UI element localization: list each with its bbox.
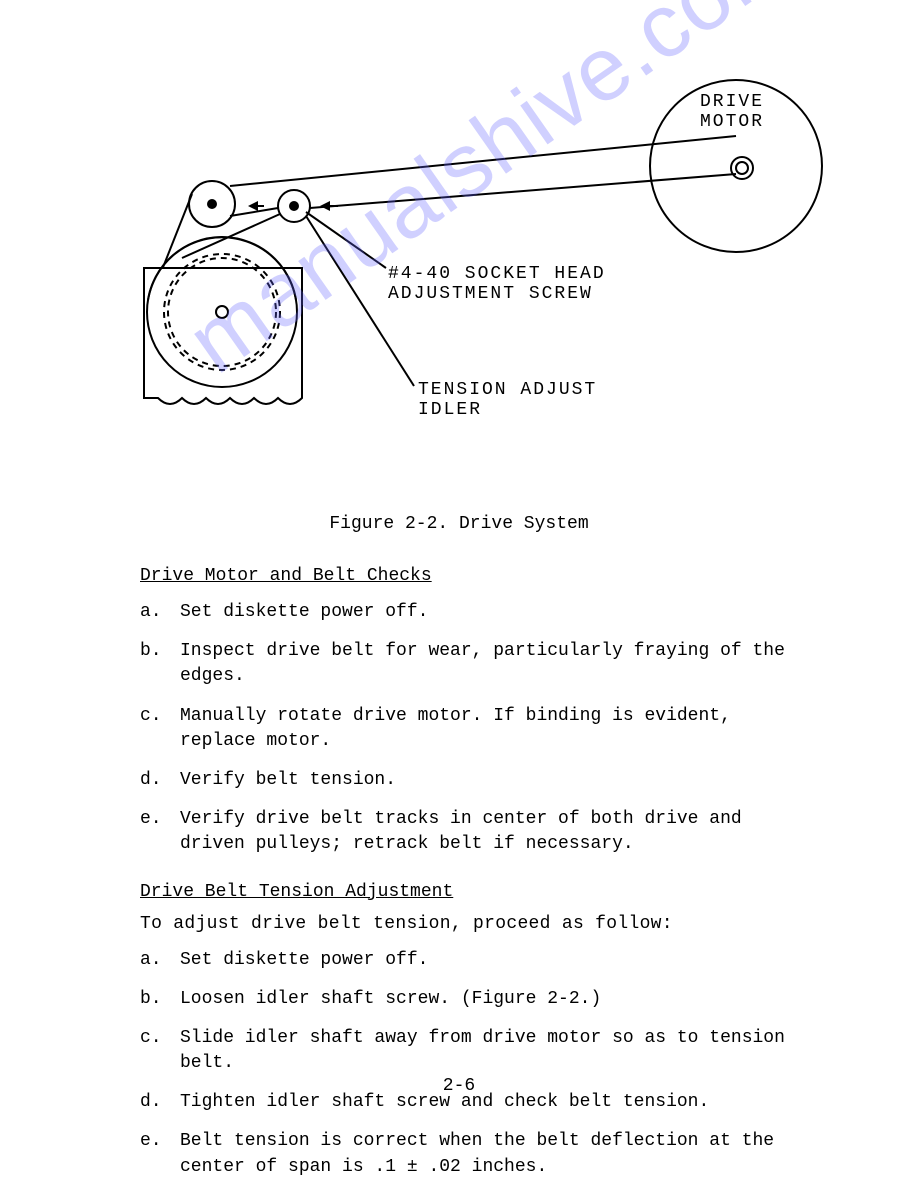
tension-idler-label: TENSION ADJUST IDLER: [418, 380, 597, 420]
figure-caption: Figure 2-2. Drive System: [0, 514, 918, 534]
list-text: Set diskette power off.: [180, 602, 428, 622]
motor-belt-checks-list: a. Set diskette power off. b. Inspect driv…: [140, 600, 790, 858]
belt-tension-adjustment-list: a. Set diskette power off. b. Loosen idler…: [140, 948, 790, 1180]
socket-head-label: #4-40 SOCKET HEAD ADJUSTMENT SCREW: [388, 264, 606, 304]
marker: e.: [140, 807, 162, 832]
marker: b.: [140, 987, 162, 1012]
section-heading-belt-tension-adjustment: Drive Belt Tension Adjustment: [140, 882, 790, 902]
page-number: 2-6: [0, 1076, 918, 1096]
list-item: b. Inspect drive belt for wear, particula…: [140, 639, 790, 689]
list-text: Manually rotate drive motor. If binding …: [180, 706, 731, 751]
marker: d.: [140, 768, 162, 793]
marker: c.: [140, 1026, 162, 1051]
page-text-content: Drive Motor and Belt Checks a. Set disket…: [140, 566, 790, 1194]
section-intro: To adjust drive belt tension, proceed as…: [140, 914, 790, 934]
marker: a.: [140, 600, 162, 625]
list-text: Belt tension is correct when the belt de…: [180, 1131, 774, 1176]
list-item: a. Set diskette power off.: [140, 600, 790, 625]
marker: a.: [140, 948, 162, 973]
list-text: Set diskette power off.: [180, 950, 428, 970]
list-text: Verify drive belt tracks in center of bo…: [180, 809, 742, 854]
list-text: Verify belt tension.: [180, 770, 396, 790]
list-item: e. Verify drive belt tracks in center of …: [140, 807, 790, 857]
list-item: c. Slide idler shaft away from drive moto…: [140, 1026, 790, 1076]
list-item: c. Manually rotate drive motor. If bindin…: [140, 704, 790, 754]
marker: c.: [140, 704, 162, 729]
list-text: Inspect drive belt for wear, particularl…: [180, 641, 785, 686]
marker: e.: [140, 1129, 162, 1154]
list-text: Loosen idler shaft screw. (Figure 2-2.): [180, 989, 601, 1009]
list-item: d. Verify belt tension.: [140, 768, 790, 793]
list-item: b. Loosen idler shaft screw. (Figure 2-2.…: [140, 987, 790, 1012]
section-heading-motor-belt-checks: Drive Motor and Belt Checks: [140, 566, 790, 586]
drive-system-diagram: DRIVE MOTOR #4-40 SOCKET HEAD ADJUSTMENT…: [130, 68, 830, 428]
list-item: e. Belt tension is correct when the belt …: [140, 1129, 790, 1179]
list-item: a. Set diskette power off.: [140, 948, 790, 973]
marker: b.: [140, 639, 162, 664]
page: DRIVE MOTOR #4-40 SOCKET HEAD ADJUSTMENT…: [0, 0, 918, 1188]
drive-motor-label: DRIVE MOTOR: [700, 92, 764, 132]
list-text: Slide idler shaft away from drive motor …: [180, 1028, 785, 1073]
